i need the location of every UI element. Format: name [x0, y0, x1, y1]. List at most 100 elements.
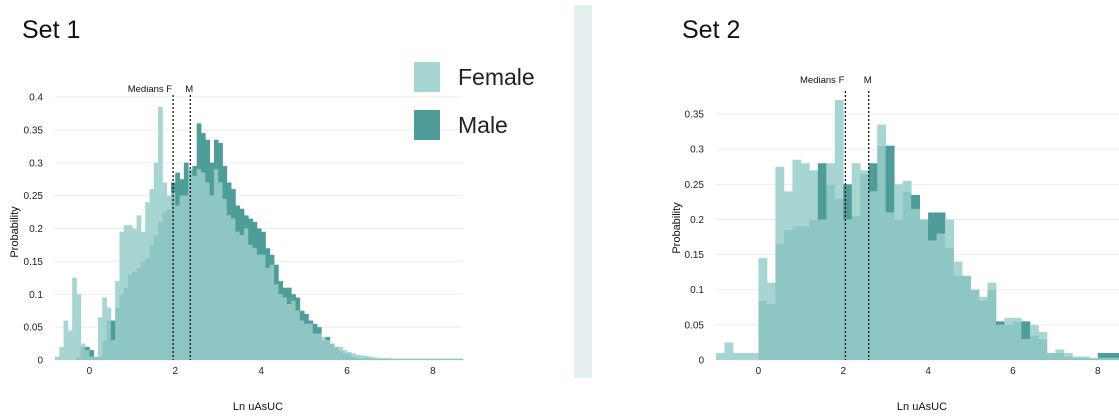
y-tick-label: 0.4	[29, 93, 43, 104]
histogram-bar-female	[136, 215, 142, 268]
histogram-bar-overlap	[987, 289, 997, 360]
x-tick-labels: 0 2 4 6 8	[87, 366, 437, 377]
histogram-bar-overlap	[269, 264, 275, 360]
histogram-bar-male	[85, 346, 90, 351]
histogram-bar-overlap	[347, 353, 352, 360]
histogram-bar-overlap	[256, 254, 262, 360]
y-axis-label: Probability	[9, 206, 21, 258]
histogram-bar-male	[231, 189, 236, 219]
histogram-bar-male	[312, 323, 318, 334]
histogram-bar-overlap	[962, 275, 971, 360]
histogram-bar-overlap	[239, 235, 245, 360]
y-tick-labels: 0 0.05 0.1 0.15 0.2 0.25 0.3 0.35	[685, 110, 705, 367]
histogram-bar-female	[342, 350, 348, 354]
histogram-bar-overlap	[432, 358, 438, 360]
histogram-bar-overlap	[936, 233, 946, 360]
histogram-bar-female	[860, 170, 870, 174]
chart-title: Set 1	[22, 16, 80, 44]
histogram-bar-male	[304, 313, 309, 324]
histogram-bar-male	[1114, 352, 1119, 358]
histogram-bar-male	[295, 297, 301, 311]
histogram-bar-overlap	[201, 172, 206, 360]
histogram-bar-overlap	[85, 350, 90, 360]
histogram-bar-overlap	[342, 353, 348, 360]
histogram-bar-female	[76, 294, 82, 357]
legend-label-male: Male	[458, 112, 508, 138]
histogram-bar-overlap	[868, 191, 878, 360]
histogram-bar-overlap	[877, 145, 887, 360]
histogram-bar-overlap	[1063, 356, 1073, 360]
histogram-bar-overlap	[860, 173, 870, 360]
histogram-bar-overlap	[402, 358, 408, 360]
histogram-bar-female	[153, 162, 159, 236]
x-tick-label: 8	[430, 366, 436, 377]
histogram-bar-overlap	[420, 358, 425, 360]
y-tick-label: 0.1	[690, 285, 704, 296]
x-tick-label: 2	[172, 366, 178, 377]
histogram-bar-female	[55, 356, 60, 360]
histogram-bar-overlap	[222, 198, 228, 360]
histogram-bar-overlap	[424, 358, 430, 360]
histogram-bar-male	[226, 182, 232, 216]
histogram-bar-female	[385, 358, 391, 359]
histogram-bar-male	[1097, 352, 1107, 358]
histogram-bar-overlap	[192, 175, 198, 360]
histogram-bar-male	[89, 350, 95, 357]
histogram-bar-female	[1089, 357, 1099, 359]
y-tick-label: 0	[37, 356, 43, 367]
histogram-bar-male	[868, 163, 878, 192]
histogram-bar-overlap	[1072, 357, 1082, 360]
histogram-bar-overlap	[252, 248, 258, 360]
histogram-bar-overlap	[775, 244, 785, 360]
histogram-bar-overlap	[1038, 338, 1048, 360]
legend-swatch-female	[414, 62, 440, 92]
histogram-bar-overlap	[136, 267, 142, 360]
histogram-bar-overlap	[381, 358, 387, 360]
chart-panel-set-1: Set 1 0 0.05 0.1 0.15 0.2 0.25 0.3 0.35 0.4 0 2 4 6…	[9, 16, 464, 413]
median-lines	[844, 91, 870, 360]
histogram-bar-male	[243, 215, 249, 229]
histogram-bar-overlap	[1004, 324, 1014, 360]
histogram-bar-male	[269, 254, 275, 265]
histogram-bar-overlap	[226, 215, 232, 360]
histogram-bar-female	[834, 100, 844, 199]
histogram-bar-overlap	[428, 358, 434, 360]
histogram-bar-overlap	[351, 356, 357, 360]
histogram-bar-female	[372, 357, 378, 359]
histogram-bar-female	[102, 297, 107, 341]
histogram-bar-female	[783, 191, 793, 231]
histogram-bar-overlap	[368, 358, 374, 360]
histogram-bar-overlap	[119, 294, 125, 360]
histogram-bar-female	[80, 343, 86, 347]
y-tick-label: 0.3	[29, 158, 43, 169]
histogram-bar-female	[355, 354, 361, 358]
histogram-bar-overlap	[359, 358, 365, 360]
histogram-bar-female	[106, 307, 112, 321]
histogram-bar-overlap	[885, 212, 895, 360]
histogram-bar-overlap	[321, 340, 326, 360]
chart-panel-set-2: Set 2 0 0.05 0.1 0.15 0.2 0.25 0.3 0.35 0 2 4 6 8 M…	[671, 16, 1119, 413]
y-tick-label: 0.3	[690, 145, 704, 156]
histogram-bar-overlap	[1012, 321, 1022, 360]
histogram-bar-male	[911, 194, 921, 209]
x-tick-label: 0	[87, 366, 93, 377]
histogram-bar-overlap	[299, 320, 305, 360]
histogram-bar-male	[265, 248, 271, 268]
histogram-bar-female	[851, 163, 861, 216]
histogram-bar-male	[843, 184, 853, 220]
y-tick-labels: 0 0.05 0.1 0.15 0.2 0.25 0.3 0.35 0.4	[24, 93, 44, 367]
histogram-bar-male	[817, 163, 827, 220]
histogram-bar-overlap	[162, 212, 168, 360]
histogram-bar-female	[1038, 331, 1048, 339]
histogram-bar-female	[945, 219, 954, 248]
histogram-bar-overlap	[800, 226, 810, 360]
y-tick-label: 0.1	[29, 290, 43, 301]
histogram-bar-overlap	[979, 300, 988, 360]
histogram-bar-overlap	[231, 218, 236, 360]
histogram-bar-overlap	[766, 303, 776, 360]
histogram-bar-overlap	[454, 358, 460, 360]
histogram-bar-overlap	[149, 244, 155, 360]
histogram-bar-female	[716, 352, 725, 360]
histogram-bar-overlap	[826, 184, 836, 360]
